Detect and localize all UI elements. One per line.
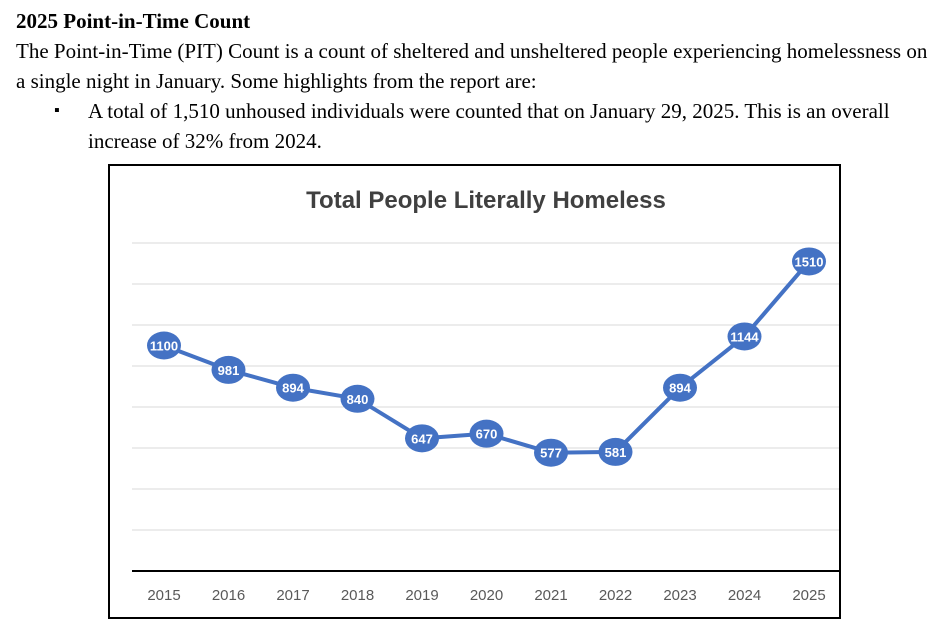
x-tick-label: 2020	[470, 587, 503, 604]
data-point	[663, 373, 697, 402]
x-tick-label: 2015	[147, 587, 180, 604]
x-tick-label: 2023	[663, 587, 696, 604]
data-point	[792, 247, 826, 276]
chart-frame: Total People Literally Homeless 1100 981 8…	[108, 164, 847, 619]
x-tick-label: 2018	[341, 587, 374, 604]
x-tick-label: 2022	[599, 587, 632, 604]
data-label: 1100	[150, 339, 178, 354]
data-point	[276, 373, 310, 402]
data-label: 840	[347, 392, 369, 407]
x-tick-label: 2016	[212, 587, 245, 604]
bullet-text: A total of 1,510 unhoused individuals we…	[88, 99, 890, 153]
data-point	[340, 384, 375, 413]
data-point	[147, 331, 181, 360]
x-tick-label: 2019	[405, 587, 438, 604]
data-point	[211, 355, 246, 384]
x-tick-label: 2024	[728, 587, 761, 604]
chart-title: Total People Literally Homeless	[306, 187, 666, 214]
section-heading: 2025 Point-in-Time Count	[16, 9, 251, 33]
document: 2025 Point-in-Time Count The Point-in-Ti…	[16, 6, 936, 156]
gridlines	[132, 242, 847, 531]
x-tick-label: 2017	[276, 587, 309, 604]
line-chart: Total People Literally Homeless 1100 981 8…	[132, 187, 847, 604]
data-point	[469, 419, 504, 448]
x-tick-label: 2021	[534, 587, 567, 604]
data-label: 894	[669, 381, 691, 396]
data-label: 581	[605, 445, 627, 460]
data-label: 981	[218, 363, 240, 378]
data-label: 670	[476, 427, 498, 442]
data-label: 1510	[795, 254, 824, 269]
data-label: 1144	[730, 329, 759, 344]
data-point	[405, 424, 439, 453]
data-point	[534, 438, 568, 467]
bullet-item: ▪ A total of 1,510 unhoused individuals …	[16, 96, 936, 156]
x-tick-labels: 2015 2016 2017 2018 2019 2020 2021 2022 2023 2024…	[147, 587, 825, 604]
data-label: 577	[540, 446, 562, 461]
data-point	[727, 322, 762, 351]
intro-paragraph: The Point-in-Time (PIT) Count is a count…	[16, 39, 928, 93]
bullet-marker: ▪	[54, 102, 60, 119]
data-label: 894	[282, 381, 304, 396]
x-tick-label: 2025	[792, 587, 825, 604]
data-point	[598, 437, 633, 466]
data-label: 647	[411, 431, 433, 446]
marker-layer: 1100 981 894 840 647 670 577 581 894 1144 1510	[147, 247, 826, 467]
